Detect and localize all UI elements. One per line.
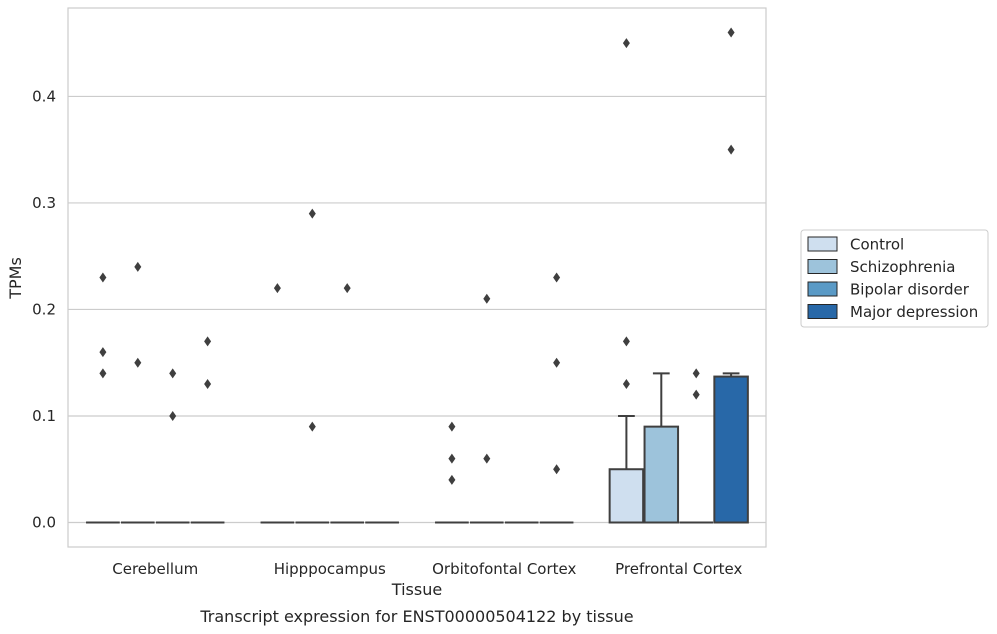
outlier-point xyxy=(99,347,107,358)
outlier-point xyxy=(622,336,630,347)
outlier-point xyxy=(343,283,351,294)
x-axis-title: Tissue xyxy=(391,580,442,599)
legend-label: Bipolar disorder xyxy=(850,281,970,299)
plot-frame xyxy=(67,7,767,548)
y-axis-ticks: 0.0 0.1 0.2 0.3 0.4 xyxy=(32,87,56,531)
outlier-point xyxy=(692,368,700,379)
outlier-point xyxy=(273,283,281,294)
y-tick-label: 0.1 xyxy=(32,407,56,425)
box xyxy=(643,425,680,524)
outlier-point xyxy=(134,357,142,368)
y-tick-label: 0.2 xyxy=(32,300,56,318)
outlier-point xyxy=(169,410,177,421)
outlier-point xyxy=(553,272,561,283)
outlier-point xyxy=(483,293,491,304)
legend-frame xyxy=(800,229,989,328)
box xyxy=(608,468,645,524)
outlier-point xyxy=(553,357,561,368)
y-tick-label: 0.4 xyxy=(32,87,56,105)
outlier-point xyxy=(308,421,316,432)
chart-caption: Transcript expression for ENST0000050412… xyxy=(199,607,633,626)
outlier-point xyxy=(99,272,107,283)
legend-swatch xyxy=(807,281,838,297)
x-axis-ticks: Cerebellum Hipppocampus Orbitofontal Corte… xyxy=(112,560,742,578)
outlier-point xyxy=(134,261,142,272)
y-tick-label: 0.0 xyxy=(32,514,56,532)
y-axis-title: TPMs xyxy=(6,257,25,300)
legend: Control Schizophrenia Bipolar disorder Majo… xyxy=(800,229,989,328)
legend-label: Schizophrenia xyxy=(850,258,955,276)
x-tick-label: Cerebellum xyxy=(112,560,198,578)
legend-swatch xyxy=(807,304,838,319)
legend-swatch xyxy=(807,236,838,252)
outlier-point xyxy=(622,379,630,390)
outlier-point xyxy=(727,144,735,155)
x-tick-label: Prefrontal Cortex xyxy=(615,560,742,578)
legend-swatch xyxy=(807,259,838,274)
outlier-point xyxy=(622,38,630,49)
outlier-point xyxy=(204,336,212,347)
outlier-point xyxy=(483,453,491,464)
legend-label: Major depression xyxy=(850,303,978,321)
outlier-point xyxy=(448,453,456,464)
outlier-point xyxy=(727,27,735,38)
outlier-point xyxy=(448,421,456,432)
outlier-point xyxy=(553,464,561,475)
outlier-point xyxy=(448,474,456,485)
x-tick-label: Orbitofontal Cortex xyxy=(432,560,576,578)
plot-marks xyxy=(86,27,749,524)
x-tick-label: Hipppocampus xyxy=(274,560,386,578)
y-tick-label: 0.3 xyxy=(32,194,56,212)
outlier-point xyxy=(308,208,316,219)
outlier-point xyxy=(204,379,212,390)
box xyxy=(713,375,749,524)
outlier-point xyxy=(99,368,107,379)
outlier-point xyxy=(169,368,177,379)
outlier-point xyxy=(692,389,700,400)
legend-label: Control xyxy=(850,236,904,254)
